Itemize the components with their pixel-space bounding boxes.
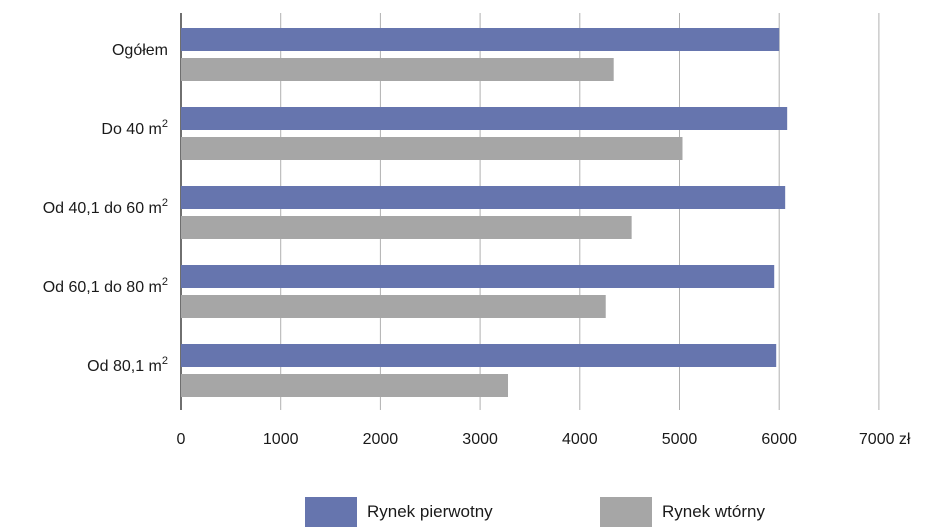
bar-series-0-cat-3	[181, 265, 775, 288]
x-tick-label-6000: 6000	[761, 431, 797, 448]
category-label-1: Do 40 m2	[101, 118, 168, 138]
category-label-3: Od 60,1 do 80 m2	[43, 276, 168, 296]
bar-series-1-cat-4	[181, 374, 509, 397]
legend-label-series-0: Rynek pierwotny	[367, 502, 493, 521]
legend-label-series-1: Rynek wtórny	[662, 502, 765, 521]
category-label-superscript-2: 2	[162, 197, 168, 209]
bar-series-1-cat-1	[181, 137, 683, 160]
bar-series-1-cat-2	[181, 216, 632, 239]
legend: Rynek pierwotny Rynek wtórny	[0, 497, 930, 527]
x-tick-label-5000: 5000	[662, 431, 698, 448]
legend-swatch-series-0	[305, 497, 357, 527]
bar-series-1-cat-0	[181, 58, 614, 81]
x-tick-label-0: 0	[177, 431, 186, 448]
category-label-2: Od 40,1 do 60 m2	[43, 197, 168, 217]
category-label-superscript-3: 2	[162, 276, 168, 288]
legend-swatch-series-1	[600, 497, 652, 527]
bar-series-0-cat-2	[181, 186, 786, 209]
x-tick-label-3000: 3000	[462, 431, 498, 448]
category-label-superscript-4: 2	[162, 355, 168, 367]
legend-item-series-1: Rynek wtórny	[600, 497, 765, 527]
x-tick-label-4000: 4000	[562, 431, 598, 448]
bar-series-1-cat-3	[181, 295, 606, 318]
x-tick-label-1000: 1000	[263, 431, 299, 448]
legend-item-series-0: Rynek pierwotny	[305, 497, 493, 527]
bar-series-0-cat-1	[181, 107, 788, 130]
x-tick-label-7000: 7000 zł	[859, 431, 911, 448]
category-label-4: Od 80,1 m2	[87, 355, 168, 375]
category-label-0: Ogółem	[112, 42, 168, 59]
bar-series-0-cat-4	[181, 344, 777, 367]
bar-series-0-cat-0	[181, 28, 780, 51]
category-label-superscript-1: 2	[162, 118, 168, 130]
x-tick-label-2000: 2000	[363, 431, 399, 448]
